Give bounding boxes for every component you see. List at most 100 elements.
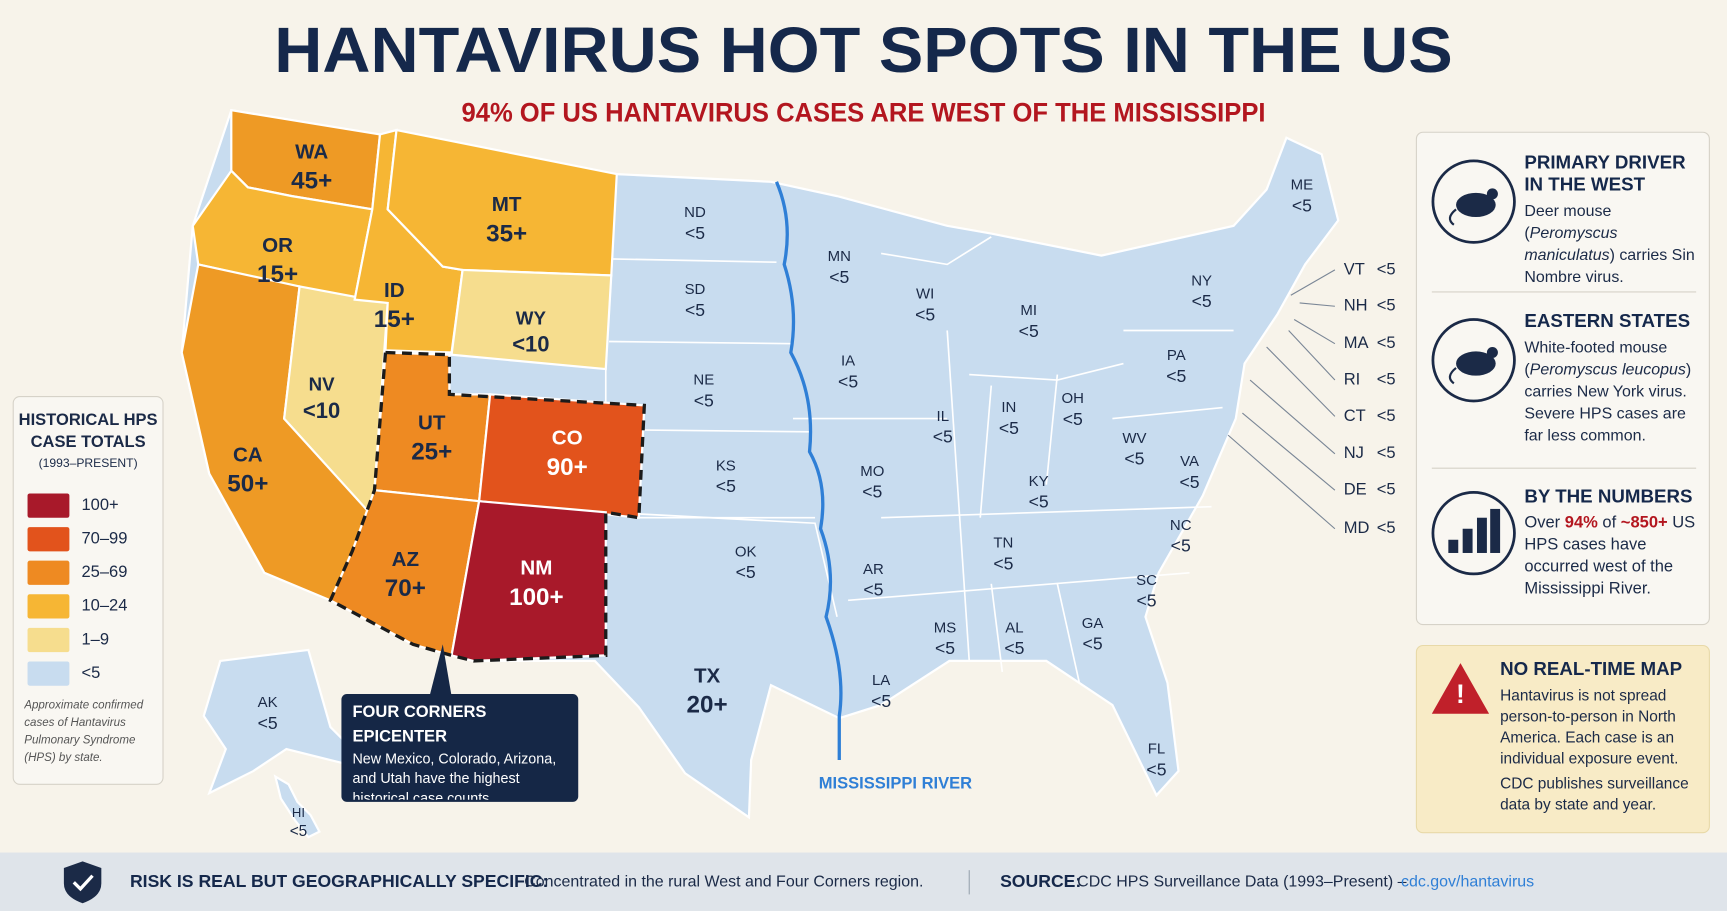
state-abbr: MO xyxy=(860,463,884,480)
state-count: <5 xyxy=(685,300,705,320)
alert-panel xyxy=(1415,644,1710,834)
legend-label: 1–9 xyxy=(82,629,110,648)
legend-swatch xyxy=(27,560,70,585)
state-abbr: ID xyxy=(384,279,405,302)
legend-period: (1993–PRESENT) xyxy=(38,457,138,471)
state-abbr: WV xyxy=(1122,430,1146,447)
state-abbr: CO xyxy=(552,427,583,450)
sidebar-title: BY THE NUMBERS xyxy=(1524,485,1693,507)
leader-line xyxy=(1299,302,1335,307)
state-abbr: DE xyxy=(1344,480,1367,499)
state-count: <5 xyxy=(999,418,1019,438)
source-link[interactable]: cdc.gov/hantavirus xyxy=(1401,874,1534,891)
state-count: <5 xyxy=(935,638,955,658)
text-part: Deer mouse ( xyxy=(1524,202,1612,243)
state-count: <10 xyxy=(512,332,549,357)
state-abbr: MD xyxy=(1344,518,1370,537)
leader-line xyxy=(1227,434,1336,530)
state-abbr: NY xyxy=(1191,272,1212,289)
state-count: <5 xyxy=(1377,333,1396,352)
state-count: 100+ xyxy=(509,584,564,611)
state-abbr: PA xyxy=(1167,347,1186,364)
legend-swatch xyxy=(27,594,70,619)
sidebar-text: White-footed mouse (Peromyscus leucopus)… xyxy=(1524,337,1707,447)
state-count: <5 xyxy=(1377,369,1396,388)
state-abbr: KY xyxy=(1029,473,1049,490)
state-count: <5 xyxy=(829,267,849,287)
leader-line xyxy=(1242,412,1336,491)
alert-title: NO REAL-TIME MAP xyxy=(1500,658,1683,680)
hawaii xyxy=(273,774,321,839)
state-count: <5 xyxy=(1377,259,1396,278)
state-abbr: MN xyxy=(828,248,851,265)
text-part: ) carries Sin Nombre virus. xyxy=(1524,246,1695,285)
state-count: <5 xyxy=(685,223,705,243)
alert-text: CDC publishes surveillance data by state… xyxy=(1500,774,1689,813)
state-abbr: AL xyxy=(1005,619,1023,636)
text-part: US HPS cases have occurred west of the M… xyxy=(1524,513,1696,599)
state-count: <10 xyxy=(303,398,340,423)
state-count: <5 xyxy=(1166,366,1186,386)
state-count: <5 xyxy=(736,562,756,582)
state-count: <5 xyxy=(1083,634,1103,654)
sidebar-text: Deer mouse (Peromyscus maniculatus) carr… xyxy=(1524,201,1707,285)
legend-label: 10–24 xyxy=(82,596,128,615)
state-abbr: NC xyxy=(1170,517,1192,534)
state-abbr: NE xyxy=(693,371,714,388)
shield-check xyxy=(72,874,94,892)
footer-heading: RISK IS REAL BUT GEOGRAPHICALLY SPECIFIC… xyxy=(130,871,548,891)
text-part: of xyxy=(1597,513,1621,533)
state-nm xyxy=(450,500,607,663)
legend-label: 25–69 xyxy=(82,562,128,581)
text-part: Peromyscus maniculatus xyxy=(1524,224,1618,265)
state-abbr: MS xyxy=(934,619,956,636)
state-count: 35+ xyxy=(486,220,527,247)
alert: NO REAL-TIME MAP Hantavirus is not sprea… xyxy=(1500,658,1689,813)
state-labels: WA 45+ OR 15+ CA 50+ MT 35+ ID 15+ WY <10 NV <10 UT 25+… xyxy=(227,140,1395,840)
state-count: <5 xyxy=(1192,291,1212,311)
icon-glyphs xyxy=(1448,188,1501,553)
callout: FOUR CORNERS EPICENTER New Mexico, Color… xyxy=(352,703,556,800)
state-abbr: CT xyxy=(1344,406,1366,425)
state-abbr: TX xyxy=(694,665,721,688)
state-abbr: ND xyxy=(684,204,706,221)
state-abbr: SD xyxy=(685,281,706,298)
text-part: Over xyxy=(1524,513,1565,533)
sidebar-title: EASTERN STATES xyxy=(1524,310,1691,332)
alert-icon-mark: ! xyxy=(1456,679,1465,709)
state-abbr: AK xyxy=(258,694,278,711)
western-states xyxy=(180,108,646,663)
legend-items: 100+ 70–99 25–69 10–24 1–9 <5 xyxy=(27,493,128,686)
sidebar-icons xyxy=(1431,159,1516,576)
state-abbr: ME xyxy=(1291,176,1313,193)
text-part: Peromyscus leucopus xyxy=(1529,361,1686,379)
state-abbr: VA xyxy=(1180,453,1199,470)
state-abbr: KS xyxy=(716,457,736,474)
state-count: <5 xyxy=(1377,406,1396,425)
leader-line xyxy=(1266,346,1336,417)
legend-label: 70–99 xyxy=(82,529,128,548)
state-count: <5 xyxy=(290,823,308,840)
state-abbr: RI xyxy=(1344,369,1361,388)
callout-pointer xyxy=(429,644,452,697)
state-co xyxy=(477,393,646,519)
leader-line xyxy=(1293,319,1336,345)
sidebar-panel xyxy=(1415,131,1710,626)
state-abbr: FL xyxy=(1148,740,1165,757)
legend-swatch xyxy=(27,493,70,518)
alert-icon xyxy=(1431,663,1490,714)
state-count: <5 xyxy=(1171,536,1191,556)
sidebar-1: EASTERN STATES White-footed mouse (Perom… xyxy=(1524,310,1707,447)
state-abbr: LA xyxy=(872,672,890,689)
state-abbr: AR xyxy=(863,561,884,578)
state-abbr: TN xyxy=(993,534,1013,551)
state-abbr: SC xyxy=(1136,572,1157,589)
state-abbr: NH xyxy=(1344,296,1368,315)
sidebar-2: BY THE NUMBERS Over 94% of ~850+ US HPS … xyxy=(1524,485,1696,599)
state-count: <5 xyxy=(1377,480,1396,499)
state-count: <5 xyxy=(258,713,278,733)
legend-label: <5 xyxy=(82,663,101,682)
state-count: 50+ xyxy=(227,470,268,497)
legend-label: 100+ xyxy=(82,495,119,514)
shield-icon xyxy=(63,861,102,904)
